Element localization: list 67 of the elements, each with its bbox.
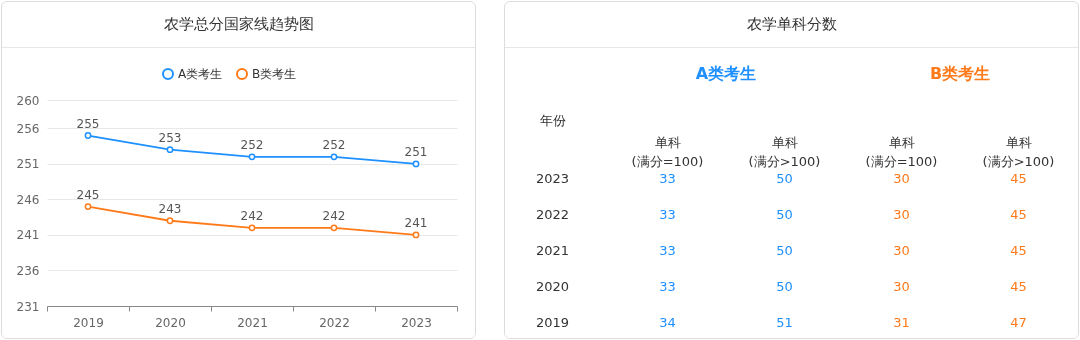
y-tick-label: 246 <box>16 192 40 207</box>
data-label: 45 <box>1010 243 1027 258</box>
data-label: 252 <box>240 137 264 152</box>
x-tick-label: 单科 (满分>100) <box>982 134 1055 169</box>
point <box>330 224 338 232</box>
y-tick-label: 2021 <box>536 243 570 258</box>
point <box>84 203 92 210</box>
y-tick-label: 2023 <box>536 171 570 186</box>
chart-title: 农学单科分数 <box>505 2 1078 48</box>
data-label: 45 <box>1010 171 1027 186</box>
point <box>248 153 256 161</box>
data-label: 30 <box>893 171 910 186</box>
data-label: 51 <box>776 315 793 330</box>
x-tick-label: 2019 <box>73 315 104 330</box>
y-tick-label: 2022 <box>536 207 570 222</box>
data-label: 255 <box>76 116 100 131</box>
data-label: 45 <box>1010 279 1027 294</box>
y-tick-label: 260 <box>16 93 40 108</box>
data-label: 245 <box>76 187 100 202</box>
data-label: 33 <box>659 207 676 222</box>
data-label: 251 <box>404 144 428 159</box>
data-label: 30 <box>893 207 910 222</box>
point <box>166 146 174 154</box>
y-tick-label: 231 <box>16 299 40 314</box>
data-label: 34 <box>659 315 676 330</box>
data-label: 30 <box>893 243 910 258</box>
data-label: 45 <box>1010 207 1027 222</box>
data-label: 50 <box>776 207 793 222</box>
x-tick-label: 单科 (满分=100) <box>865 134 938 169</box>
data-label: 30 <box>893 279 910 294</box>
data-label: 242 <box>240 208 264 223</box>
y-tick-label: 241 <box>16 228 40 243</box>
data-label: 33 <box>659 171 676 186</box>
point <box>248 224 256 232</box>
data-label: 241 <box>404 215 428 230</box>
point <box>412 160 420 168</box>
text: B类考生 <box>929 64 991 83</box>
data-label: 252 <box>322 137 346 152</box>
y-axis-title: 年份 <box>539 112 566 128</box>
data-label: 242 <box>322 208 346 223</box>
data-label: 50 <box>776 243 793 258</box>
x-tick-label: 2022 <box>319 315 350 330</box>
x-tick-label: 2023 <box>401 315 432 330</box>
data-label: 50 <box>776 171 793 186</box>
point <box>84 132 92 139</box>
point <box>166 217 174 225</box>
text: A类考生 <box>695 64 757 83</box>
data-label: 50 <box>776 279 793 294</box>
y-tick-label: 236 <box>16 263 40 278</box>
data-label: 33 <box>659 279 676 294</box>
point <box>412 231 420 239</box>
x-tick-label: 2020 <box>155 315 186 330</box>
point <box>330 153 338 161</box>
y-tick-label: 251 <box>16 157 40 172</box>
x-tick-label: 单科 (满分=100) <box>631 134 704 169</box>
data-label: 253 <box>158 130 182 145</box>
data-label: 243 <box>158 201 182 216</box>
legend-label: A类考生 <box>178 67 223 81</box>
data-label: 31 <box>893 315 910 330</box>
chart-title: 农学总分国家线趋势图 <box>2 2 476 48</box>
data-label: 47 <box>1010 315 1027 330</box>
y-tick-label: 256 <box>16 121 40 136</box>
x-tick-label: 2021 <box>237 315 268 330</box>
legend-label: B类考生 <box>252 67 297 81</box>
x-tick-label: 单科 (满分>100) <box>748 134 821 169</box>
data-label: 33 <box>659 243 676 258</box>
y-tick-label: 2020 <box>536 279 570 294</box>
